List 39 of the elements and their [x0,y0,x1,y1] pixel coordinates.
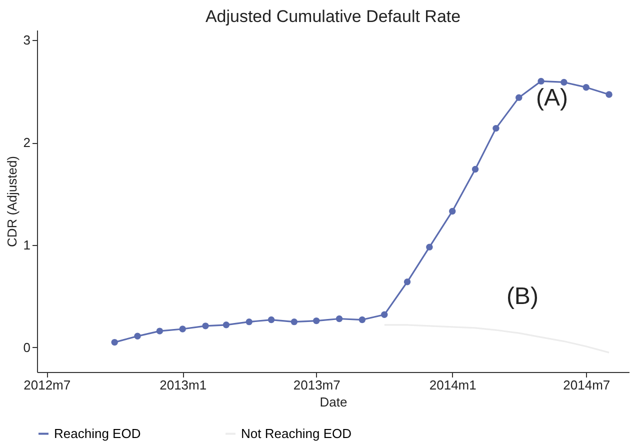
point [336,315,343,322]
y-tick-label: 2 [23,135,30,150]
legend-label: Not Reaching EOD [241,426,352,441]
point [290,318,298,326]
y-tick-label: 1 [23,238,30,253]
point [156,328,164,334]
point [560,78,568,86]
point [246,318,252,326]
point [404,278,411,286]
annotation: (A) [536,84,568,112]
point [222,322,230,328]
x-tick-label: 2014m7 [563,378,610,392]
point [426,244,433,250]
point [202,322,209,330]
point [313,317,320,324]
point [492,124,500,132]
point [381,311,388,318]
point [179,326,186,332]
point [111,338,118,346]
y-tick-label: 0 [23,340,30,355]
point [472,166,479,173]
point [358,316,366,324]
x-axis-title: Date [320,394,348,410]
point [268,316,275,324]
point [449,208,456,215]
point [606,91,612,98]
x-tick-label: 2014m1 [429,378,476,392]
x-tick-label: 2012m7 [24,378,71,392]
y-axis-title: CDR (Adjusted) [4,156,20,248]
point [538,78,544,85]
y-tick-label: 3 [23,32,30,48]
legend-label: Reaching EOD [54,426,141,441]
point [582,84,590,91]
annotation: (B) [506,282,538,310]
point [134,332,141,340]
x-tick-label: 2013m1 [160,378,207,392]
chart-title: Adjusted Cumulative Default Rate [205,7,461,26]
x-tick-label: 2013m7 [293,378,340,392]
point [516,94,522,101]
